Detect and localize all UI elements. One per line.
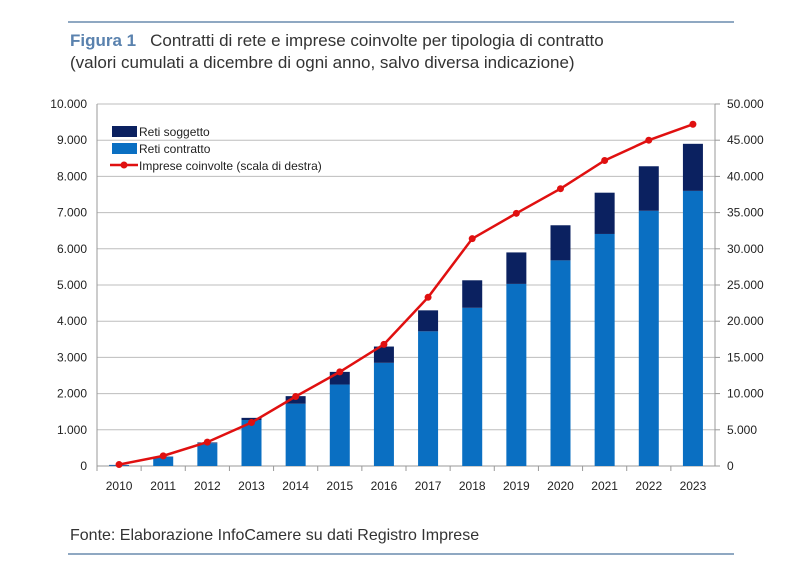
bar-reti-soggetto: [462, 280, 483, 308]
line-point: [380, 340, 388, 348]
subtitle: (valori cumulati a dicembre di ogni anno…: [70, 53, 575, 72]
bar-reti-soggetto: [373, 346, 394, 363]
y2-tick-label: 30.000: [727, 242, 764, 256]
y2-tick-label: 15.000: [727, 350, 764, 364]
bar-reti-soggetto: [506, 252, 527, 284]
line-point: [115, 461, 123, 469]
legend-marker: [120, 161, 128, 169]
bar-reti-contratto: [682, 190, 703, 466]
x-tick-label: 2017: [415, 479, 442, 493]
legend-label: Reti contratto: [139, 142, 211, 156]
y-tick-label: 8.000: [57, 169, 87, 183]
y-tick-label: 1.000: [57, 423, 87, 437]
line-point: [601, 156, 609, 164]
bar-reti-contratto: [197, 443, 218, 466]
x-tick-label: 2015: [326, 479, 353, 493]
bar-reti-contratto: [153, 456, 174, 466]
title-text: Contratti di rete e imprese coinvolte pe…: [150, 31, 604, 50]
y2-tick-label: 10.000: [727, 387, 764, 401]
x-tick-label: 2010: [106, 479, 133, 493]
line-point: [424, 293, 432, 301]
legend-label: Reti soggetto: [139, 125, 210, 139]
y2-tick-label: 20.000: [727, 314, 764, 328]
line-point: [512, 209, 520, 217]
line-point: [468, 235, 476, 243]
source-note: Fonte: Elaborazione InfoCamere su dati R…: [70, 527, 480, 544]
line-point: [159, 452, 167, 460]
x-tick-label: 2023: [680, 479, 707, 493]
x-tick-label: 2013: [238, 479, 265, 493]
bar-reti-soggetto: [241, 417, 262, 421]
line-point: [203, 438, 211, 446]
x-tick-label: 2021: [591, 479, 618, 493]
bar-reti-contratto: [638, 210, 659, 466]
bar-reti-soggetto: [418, 310, 439, 332]
figure-label: Figura 1: [70, 31, 137, 50]
legend-swatch: [112, 143, 137, 154]
line-imprese-coinvolte: [118, 123, 694, 466]
line-point: [645, 136, 653, 144]
y-tick-label: 2.000: [57, 387, 87, 401]
y-tick-label: 0: [80, 459, 87, 473]
bar-reti-soggetto: [682, 143, 703, 191]
y2-tick-label: 45.000: [727, 133, 764, 147]
y2-tick-label: 50.000: [727, 97, 764, 111]
bar-reti-contratto: [462, 307, 483, 466]
line-point: [248, 419, 255, 427]
x-tick-label: 2022: [635, 479, 662, 493]
x-tick-label: 2016: [371, 479, 398, 493]
y-tick-label: 5.000: [57, 278, 87, 292]
y-tick-label: 3.000: [57, 350, 87, 364]
chart-title: Figura 1 Contratti di rete e imprese coin…: [70, 30, 604, 74]
bottom-rule: [68, 553, 734, 555]
bar-reti-contratto: [506, 283, 527, 466]
y-tick-label: 9.000: [57, 133, 87, 147]
bar-reti-contratto: [329, 384, 350, 466]
bar-reti-soggetto: [550, 225, 571, 261]
y-tick-label: 7.000: [57, 206, 87, 220]
top-rule: [68, 21, 734, 23]
bar-reti-contratto: [285, 403, 306, 466]
bar-reti-contratto: [594, 233, 615, 466]
bar-reti-soggetto: [594, 192, 615, 234]
line-point: [557, 185, 564, 193]
bar-reti-contratto: [373, 362, 394, 466]
line-point: [292, 392, 300, 400]
y-tick-label: 6.000: [57, 242, 87, 256]
line-point: [336, 368, 344, 376]
bar-reti-soggetto: [638, 166, 659, 211]
y2-tick-label: 5.000: [727, 423, 757, 437]
y-tick-label: 10.000: [50, 97, 87, 111]
y2-tick-label: 25.000: [727, 278, 764, 292]
line-point: [689, 120, 697, 128]
legend-swatch: [112, 126, 137, 137]
x-tick-label: 2018: [459, 479, 486, 493]
x-tick-label: 2020: [547, 479, 574, 493]
x-tick-label: 2011: [150, 479, 176, 493]
y2-tick-label: 35.000: [727, 206, 764, 220]
y2-tick-label: 40.000: [727, 169, 764, 183]
bar-reti-contratto: [418, 331, 439, 466]
bar-reti-contratto: [550, 260, 571, 466]
y2-tick-label: 0: [727, 459, 734, 473]
x-tick-label: 2019: [503, 479, 530, 493]
bar-reti-contratto: [241, 420, 262, 466]
y-tick-label: 4.000: [57, 314, 87, 328]
x-tick-label: 2014: [282, 479, 309, 493]
x-tick-label: 2012: [194, 479, 221, 493]
legend-label: Imprese coinvolte (scala di destra): [139, 159, 322, 173]
